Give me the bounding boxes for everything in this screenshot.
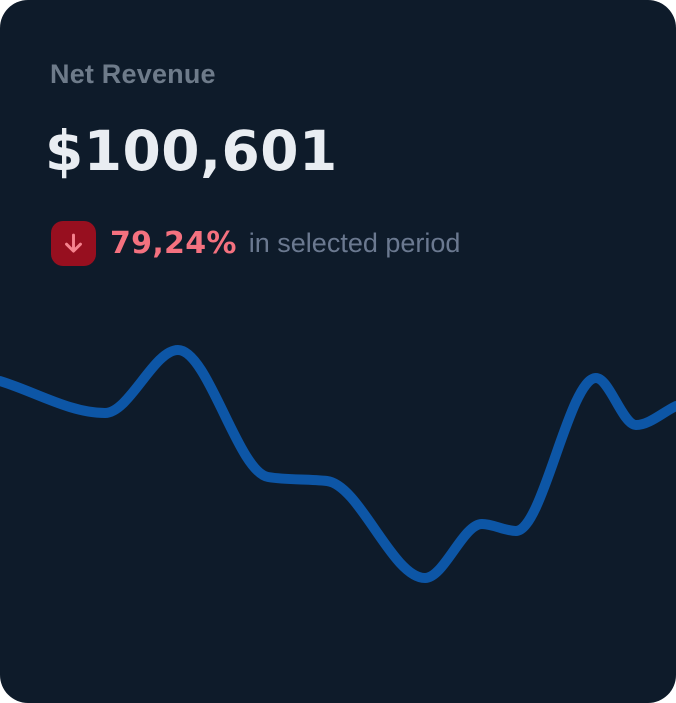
change-row: 79,24% in selected period	[51, 221, 460, 266]
card-title: Net Revenue	[50, 59, 216, 89]
change-percent: 79,24%	[110, 226, 237, 261]
change-caption: in selected period	[248, 228, 461, 258]
change-direction-badge	[51, 221, 96, 266]
trend-line	[0, 345, 676, 583]
arrow-down-icon	[60, 230, 87, 257]
revenue-value: $100,601	[45, 119, 338, 183]
